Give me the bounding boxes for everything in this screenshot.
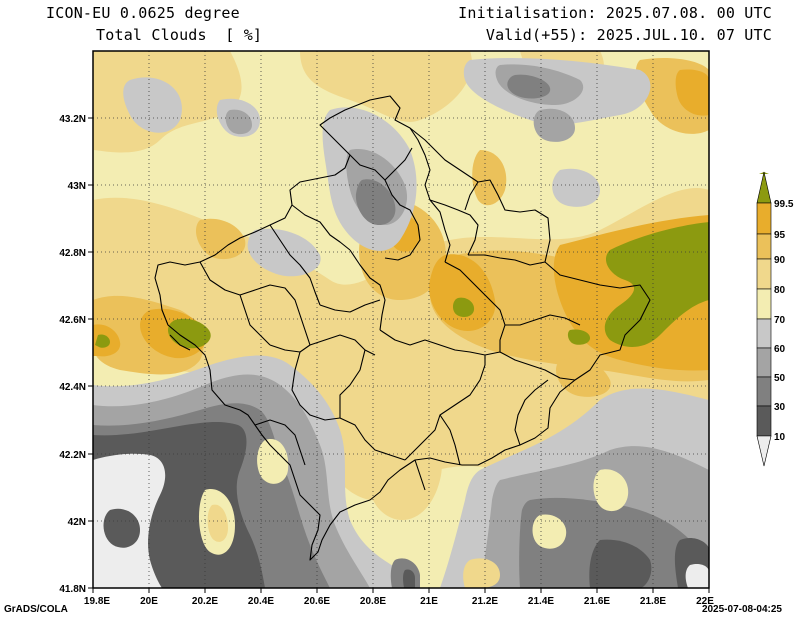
legend-label: 80 bbox=[774, 285, 786, 296]
legend-label: 10 bbox=[774, 432, 786, 443]
legend-swatch bbox=[756, 376, 772, 407]
legend-label: 60 bbox=[774, 344, 786, 355]
software-credit: GrADS/COLA bbox=[4, 604, 68, 615]
lat-label: 42.8N bbox=[59, 248, 86, 259]
legend-swatch bbox=[756, 202, 772, 235]
grid-lines bbox=[93, 51, 709, 588]
lat-label: 42.2N bbox=[59, 450, 86, 461]
legend-swatch bbox=[756, 171, 772, 204]
legend-label: 90 bbox=[774, 255, 786, 266]
legend-label: 30 bbox=[774, 402, 786, 413]
lat-label: 42.4N bbox=[59, 382, 86, 393]
lon-label: 21.8E bbox=[640, 596, 666, 607]
lat-label: 42N bbox=[68, 517, 86, 528]
latitude-labels: 43.2N 43N 42.8N 42.6N 42.4N 42.2N 42N 41… bbox=[59, 114, 86, 595]
lon-label: 21E bbox=[420, 596, 438, 607]
lon-label: 21.4E bbox=[528, 596, 554, 607]
legend-swatch bbox=[756, 288, 772, 320]
lat-label: 42.6N bbox=[59, 315, 86, 326]
legend-swatch bbox=[756, 318, 772, 349]
legend-swatch bbox=[756, 233, 772, 260]
longitude-labels: 19.8E 20E 20.2E 20.4E 20.6E 20.8E 21E 21… bbox=[84, 596, 714, 607]
lon-label: 20.6E bbox=[304, 596, 330, 607]
legend-label: 99.5 bbox=[774, 199, 794, 210]
initialisation-time: Initialisation: 2025.07.08. 00 UTC bbox=[458, 4, 772, 22]
legend-swatch bbox=[756, 258, 772, 290]
valid-time: Valid(+55): 2025.JUL.10. 07 UTC bbox=[485, 26, 772, 44]
cloud-field bbox=[93, 51, 709, 588]
lon-label: 20.4E bbox=[248, 596, 274, 607]
legend-label: 50 bbox=[774, 373, 786, 384]
boundary-lines bbox=[154, 95, 651, 561]
variable-title: Total Clouds [ %] bbox=[96, 26, 263, 44]
legend-swatch bbox=[756, 435, 772, 467]
colorbar-legend: 99.5 95 90 80 70 60 50 30 10 bbox=[756, 171, 794, 467]
lon-label: 20E bbox=[140, 596, 158, 607]
lat-label: 41.8N bbox=[59, 584, 86, 595]
lat-label: 43N bbox=[68, 181, 86, 192]
lon-label: 21.2E bbox=[472, 596, 498, 607]
legend-swatch bbox=[756, 347, 772, 378]
legend-labels: 99.5 95 90 80 70 60 50 30 10 bbox=[774, 199, 794, 443]
model-title: ICON-EU 0.0625 degree bbox=[46, 4, 240, 22]
lon-label: 20.8E bbox=[360, 596, 386, 607]
lon-label: 22E bbox=[696, 596, 714, 607]
lon-label: 21.6E bbox=[584, 596, 610, 607]
lon-label: 19.8E bbox=[84, 596, 110, 607]
generation-timestamp: 2025-07-08-04:25 bbox=[701, 604, 782, 615]
legend-label: 95 bbox=[774, 230, 786, 241]
outer-border bbox=[154, 95, 651, 561]
legend-label: 70 bbox=[774, 315, 786, 326]
lon-label: 20.2E bbox=[192, 596, 218, 607]
legend-swatch bbox=[756, 405, 772, 437]
lat-label: 43.2N bbox=[59, 114, 86, 125]
